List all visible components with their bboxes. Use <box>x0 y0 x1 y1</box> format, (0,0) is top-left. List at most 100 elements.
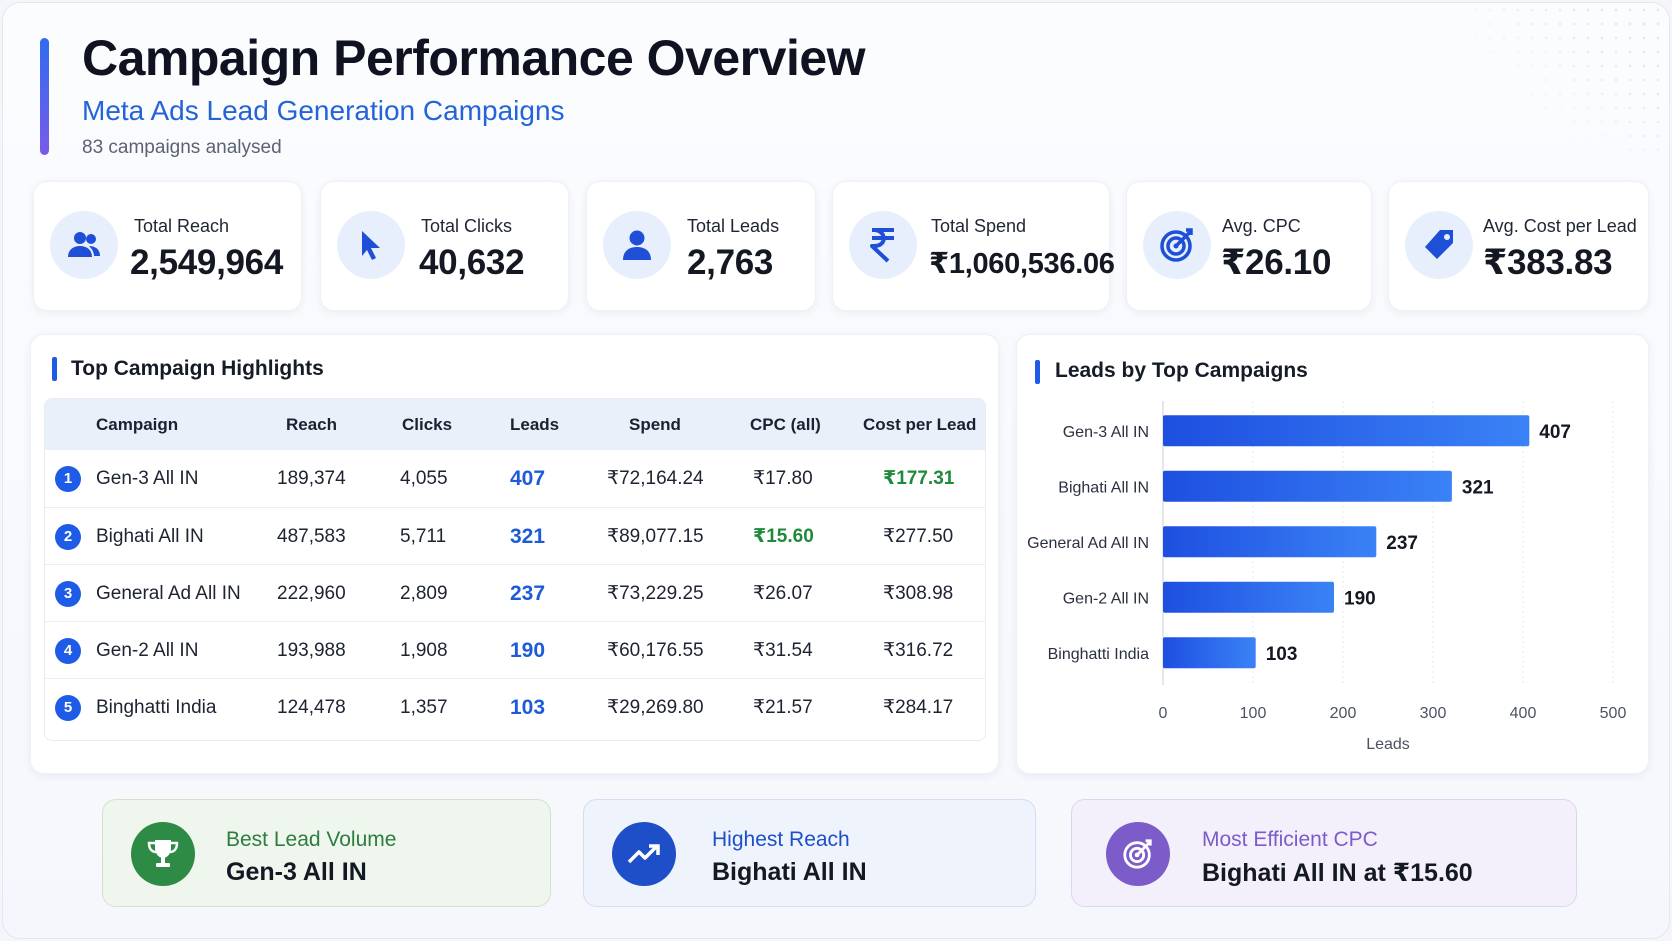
y-category-label: Bighati All IN <box>1058 479 1149 496</box>
kpi-value: 2,549,964 <box>130 243 284 282</box>
insight-value: Bighati All IN <box>712 858 867 886</box>
bar <box>1163 581 1334 613</box>
kpi-label: Total Clicks <box>421 216 513 236</box>
cell-clicks: 5,711 <box>400 526 447 547</box>
cell-reach: 189,374 <box>277 468 346 489</box>
trophy-icon <box>131 822 195 886</box>
cell-reach: 222,960 <box>277 583 346 604</box>
column-header: Spend <box>629 415 681 434</box>
decorative-dot-pattern <box>1469 3 1669 153</box>
insight-card-most-efficient-cpc: Most Efficient CPC Bighati All IN at ₹15… <box>1071 799 1577 907</box>
rank-badge: 1 <box>55 466 81 492</box>
column-header: Campaign <box>96 415 179 434</box>
kpi-label: Total Spend <box>931 216 1027 236</box>
kpi-label: Total Leads <box>687 216 780 236</box>
cell-clicks: 2,809 <box>400 583 448 604</box>
kpi-label: Avg. Cost per Lead <box>1483 216 1637 236</box>
cell-reach: 124,478 <box>277 697 346 718</box>
panel-title-accent <box>52 357 57 381</box>
campaign-count-note: 83 campaigns analysed <box>82 137 282 158</box>
cell-cpc: ₹17.80 <box>753 468 813 489</box>
cell-campaign: General Ad All IN <box>96 583 241 604</box>
kpi-card-avg-cpc: Avg. CPC ₹26.10 <box>1126 181 1372 311</box>
y-category-label: Gen-3 All IN <box>1063 424 1149 441</box>
rupee-icon <box>849 211 917 279</box>
header-accent-bar <box>40 38 49 155</box>
table-row[interactable]: 2 Bighati All IN 487,583 5,711 321 ₹89,0… <box>45 507 985 564</box>
x-tick-label: 500 <box>1600 705 1627 722</box>
target-icon <box>1106 822 1170 886</box>
cell-leads: 321 <box>510 525 546 548</box>
cell-spend: ₹73,229.25 <box>607 583 704 604</box>
cell-spend: ₹60,176.55 <box>607 640 704 661</box>
cell-clicks: 1,908 <box>400 640 448 661</box>
cell-spend: ₹29,269.80 <box>607 697 704 718</box>
table-row[interactable]: 5 Binghatti India 124,478 1,357 103 ₹29,… <box>45 678 985 735</box>
cell-spend: ₹72,164.24 <box>607 468 704 489</box>
rank-badge: 2 <box>55 524 81 550</box>
cell-clicks: 4,055 <box>400 468 448 489</box>
kpi-card-total-reach: Total Reach 2,549,964 <box>33 181 302 311</box>
column-header: Reach <box>286 415 338 434</box>
panel-title: Top Campaign Highlights <box>71 357 324 380</box>
kpi-card-total-clicks: Total Clicks 40,632 <box>320 181 569 311</box>
x-tick-label: 0 <box>1159 705 1168 722</box>
tag-icon <box>1405 211 1473 279</box>
cell-spend: ₹89,077.15 <box>607 526 704 547</box>
table-row[interactable]: 3 General Ad All IN 222,960 2,809 237 ₹7… <box>45 564 985 621</box>
table-row[interactable]: 1 Gen-3 All IN 189,374 4,055 407 ₹72,164… <box>45 450 985 507</box>
column-header: Cost per Lead <box>863 415 977 434</box>
cell-cost-per-lead: ₹277.50 <box>883 526 954 547</box>
cell-leads: 103 <box>510 696 546 719</box>
bar <box>1163 526 1377 558</box>
campaign-table: Campaign Reach Clicks Leads Spend CPC (a… <box>44 398 986 741</box>
page-subtitle: Meta Ads Lead Generation Campaigns <box>82 95 565 126</box>
panel-title-accent <box>1035 360 1040 384</box>
insight-value: Bighati All IN at ₹15.60 <box>1202 859 1473 887</box>
bar-value-label: 190 <box>1344 588 1376 609</box>
rank-badge: 3 <box>55 581 81 607</box>
x-tick-label: 100 <box>1240 705 1267 722</box>
cursor-icon <box>337 211 405 279</box>
cell-leads: 190 <box>510 639 546 662</box>
bar <box>1163 637 1256 669</box>
x-axis-title: Leads <box>1366 736 1410 753</box>
kpi-card-avg-cost-per-lead: Avg. Cost per Lead ₹383.83 <box>1388 181 1649 311</box>
trending-up-icon <box>612 822 676 886</box>
leads-chart-panel: Leads by Top Campaigns 0 100 200 300 400 500 G… <box>1016 334 1649 774</box>
cell-reach: 193,988 <box>277 640 346 661</box>
bar-value-label: 321 <box>1462 477 1494 498</box>
table-row[interactable]: 4 Gen-2 All IN 193,988 1,908 190 ₹60,176… <box>45 621 985 678</box>
column-header: CPC (all) <box>750 415 821 434</box>
kpi-value: 2,763 <box>687 243 774 282</box>
bar-value-label: 237 <box>1386 533 1418 554</box>
kpi-label: Avg. CPC <box>1222 216 1301 236</box>
cell-leads: 407 <box>510 467 546 490</box>
target-icon <box>1143 211 1211 279</box>
y-category-label: Binghatti India <box>1048 646 1150 663</box>
cell-cpc: ₹15.60 <box>753 526 814 547</box>
insight-label: Most Efficient CPC <box>1202 828 1378 851</box>
users-icon <box>50 211 118 279</box>
cell-cost-per-lead: ₹308.98 <box>883 583 954 604</box>
x-tick-label: 400 <box>1510 705 1537 722</box>
cell-leads: 237 <box>510 582 546 605</box>
chart-title: Leads by Top Campaigns <box>1055 359 1308 382</box>
table-header: Campaign Reach Clicks Leads Spend CPC (a… <box>45 399 985 450</box>
top-campaign-highlights-panel: Top Campaign Highlights Campaign Reach C… <box>30 334 999 774</box>
cell-campaign: Gen-2 All IN <box>96 640 199 661</box>
kpi-value: ₹1,060,536.06 <box>929 248 1115 280</box>
cell-campaign: Gen-3 All IN <box>96 468 199 489</box>
kpi-value: 40,632 <box>419 243 525 282</box>
insight-value: Gen-3 All IN <box>226 858 367 886</box>
x-tick-label: 200 <box>1330 705 1357 722</box>
cell-campaign: Binghatti India <box>96 697 217 718</box>
y-category-label: General Ad All IN <box>1027 535 1149 552</box>
rank-badge: 4 <box>55 638 81 664</box>
kpi-card-total-leads: Total Leads 2,763 <box>586 181 816 311</box>
insight-label: Best Lead Volume <box>226 828 397 851</box>
kpi-card-total-spend: Total Spend ₹1,060,536.06 <box>832 181 1115 311</box>
kpi-label: Total Reach <box>134 216 230 236</box>
cell-cpc: ₹21.57 <box>753 697 813 718</box>
